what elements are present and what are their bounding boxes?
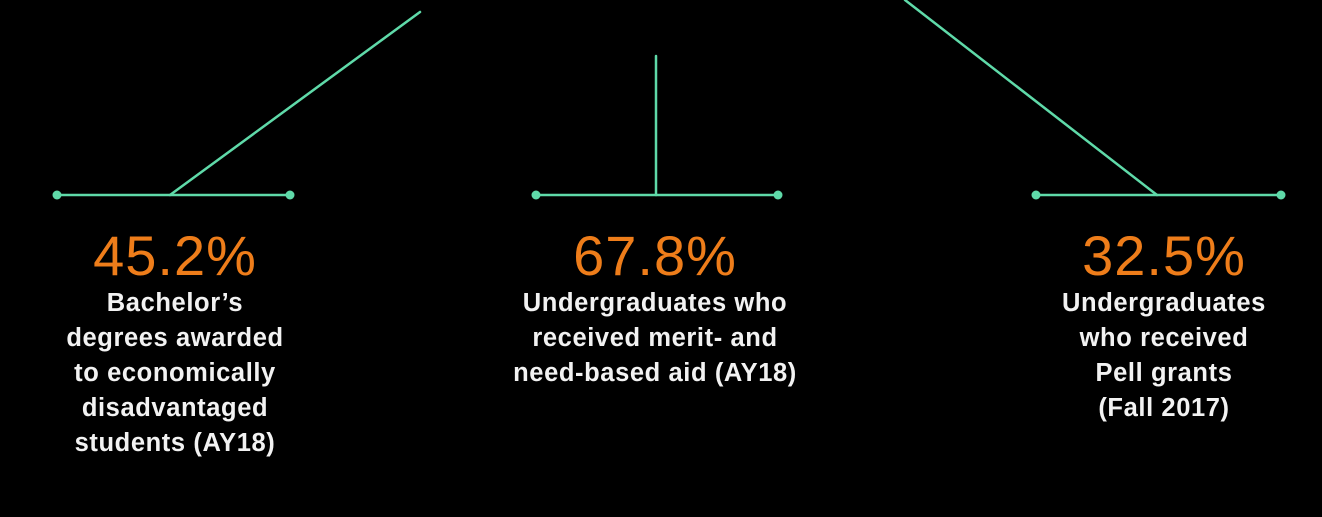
connector-line-left-diagonal bbox=[168, 10, 422, 197]
connector-dot bbox=[1276, 190, 1286, 200]
connector-dot bbox=[531, 190, 541, 200]
stat-label: Undergraduates who received Pell grants … bbox=[1062, 289, 1266, 422]
connector-dot bbox=[1031, 190, 1041, 200]
connector-dot bbox=[285, 190, 295, 200]
stat-value: 67.8% bbox=[573, 224, 737, 287]
stat-value: 32.5% bbox=[1082, 224, 1246, 287]
stat-value: 45.2% bbox=[93, 224, 257, 287]
connector-line-right-diagonal bbox=[903, 0, 1159, 197]
stat-label: Undergraduates who received merit- and n… bbox=[513, 289, 797, 387]
stat-bachelors-degrees: 45.2% Bachelor’s degrees awarded to econ… bbox=[0, 226, 350, 461]
stat-label: Bachelor’s degrees awarded to economical… bbox=[66, 289, 284, 457]
stat-pell-grants: 32.5% Undergraduates who received Pell g… bbox=[964, 226, 1322, 426]
stat-merit-need-aid: 67.8% Undergraduates who received merit-… bbox=[428, 226, 882, 391]
connector-dot bbox=[52, 190, 62, 200]
connector-dot bbox=[773, 190, 783, 200]
